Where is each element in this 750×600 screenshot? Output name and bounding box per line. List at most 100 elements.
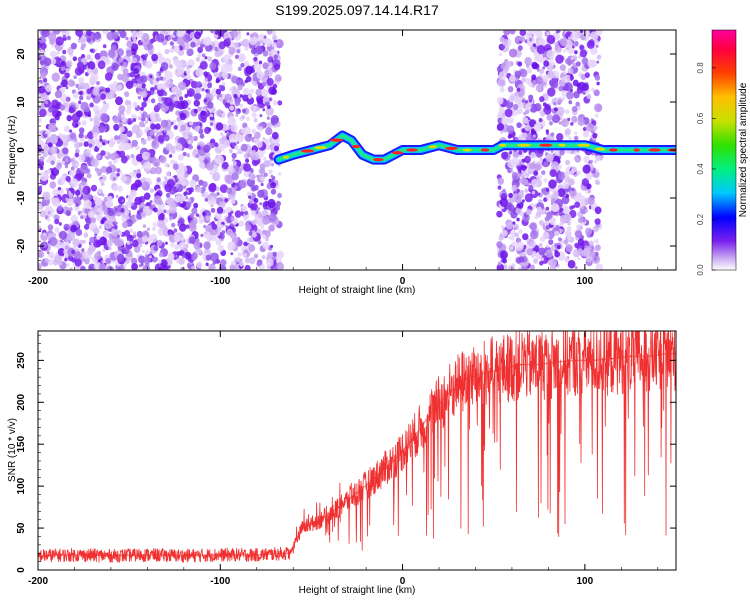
snr-data-point [183, 554, 185, 557]
noise-blob [257, 189, 265, 198]
noise-blob [516, 217, 520, 222]
noise-blob [120, 135, 129, 145]
noise-blob [124, 142, 128, 146]
noise-blob [165, 143, 173, 152]
noise-blob [268, 61, 272, 67]
noise-blob [47, 240, 51, 244]
noise-blob [49, 146, 58, 155]
noise-blob [253, 56, 258, 62]
noise-blob [526, 67, 533, 74]
noise-blob [554, 230, 560, 237]
noise-blob [558, 237, 562, 242]
noise-blob [545, 187, 550, 192]
noise-blob [246, 116, 250, 122]
noise-blob [127, 118, 132, 123]
noise-blob [588, 240, 594, 247]
spectrogram-plot-area [38, 30, 676, 270]
noise-blob [549, 169, 557, 178]
noise-blob [86, 88, 92, 95]
noise-blob [158, 266, 163, 270]
noise-blob [234, 210, 242, 218]
noise-blob [248, 244, 256, 252]
noise-blob [243, 253, 247, 257]
noise-blob [210, 122, 214, 126]
noise-blob [150, 123, 156, 130]
noise-blob [186, 238, 190, 242]
noise-blob [571, 106, 578, 113]
noise-blob [266, 258, 274, 267]
noise-blob [530, 229, 539, 240]
noise-blob [180, 100, 189, 110]
noise-blob [218, 97, 223, 102]
noise-blob [87, 61, 96, 70]
noise-blob [519, 30, 527, 37]
noise-blob [503, 30, 511, 36]
noise-blob [80, 265, 86, 270]
noise-blob [519, 68, 528, 78]
noise-blob [126, 234, 134, 243]
noise-blob [99, 135, 103, 139]
noise-blob [136, 172, 142, 179]
noise-blob [75, 203, 79, 207]
noise-blob [207, 82, 213, 89]
noise-blob [122, 221, 129, 229]
noise-blob [96, 208, 101, 213]
signal-hotspot [594, 147, 606, 151]
noise-blob [250, 88, 255, 94]
noise-blob [191, 252, 198, 260]
signal-hotspot [558, 143, 566, 147]
noise-blob [132, 57, 138, 64]
noise-blob [87, 68, 93, 75]
noise-blob [215, 239, 222, 246]
noise-blob [238, 180, 247, 189]
x-tick-label: 0 [400, 576, 406, 587]
noise-blob [496, 241, 503, 249]
noise-blob [542, 102, 547, 107]
noise-blob [153, 207, 158, 213]
snr-axes: -200 -100 0 100 0 50 100 150 200 250 [16, 331, 676, 587]
noise-blob [277, 192, 282, 199]
noise-blob [255, 45, 264, 55]
noise-blob [198, 128, 204, 135]
noise-blob [184, 251, 192, 260]
y-tick-label: 150 [16, 435, 27, 452]
noise-blob [112, 177, 116, 181]
noise-blob [579, 49, 588, 58]
colorbar-tick-label: 0.6 [696, 112, 705, 124]
noise-blob [514, 91, 520, 97]
noise-blob [245, 224, 252, 232]
noise-blob [106, 31, 115, 41]
noise-blob [587, 59, 596, 68]
noise-blob [193, 241, 201, 250]
noise-blob [121, 114, 125, 119]
noise-blob [217, 245, 224, 252]
noise-blob [164, 176, 168, 180]
noise-blob [560, 228, 564, 233]
noise-blob [568, 100, 573, 105]
noise-blob [74, 152, 80, 158]
noise-blob [583, 155, 590, 163]
colorbar-tick-label: 0.0 [696, 264, 705, 276]
noise-blob [40, 42, 47, 50]
noise-blob [39, 210, 47, 218]
noise-blob [57, 187, 61, 191]
noise-blob [209, 170, 214, 176]
noise-blob [553, 101, 557, 106]
noise-blob [256, 261, 262, 267]
snr-plot-area [38, 331, 676, 563]
noise-blob [508, 264, 515, 270]
noise-blob [516, 87, 521, 92]
noise-blob [112, 221, 116, 226]
noise-blob [86, 54, 92, 60]
noise-blob [215, 122, 224, 131]
noise-blob [105, 257, 112, 265]
noise-blob [543, 161, 549, 168]
noise-blob [231, 75, 239, 84]
noise-blob [261, 225, 264, 230]
noise-blob [204, 77, 208, 82]
noise-blob [545, 225, 550, 230]
noise-blob [592, 133, 598, 139]
noise-blob [65, 96, 71, 102]
noise-blob [136, 132, 142, 139]
noise-blob [538, 174, 543, 179]
